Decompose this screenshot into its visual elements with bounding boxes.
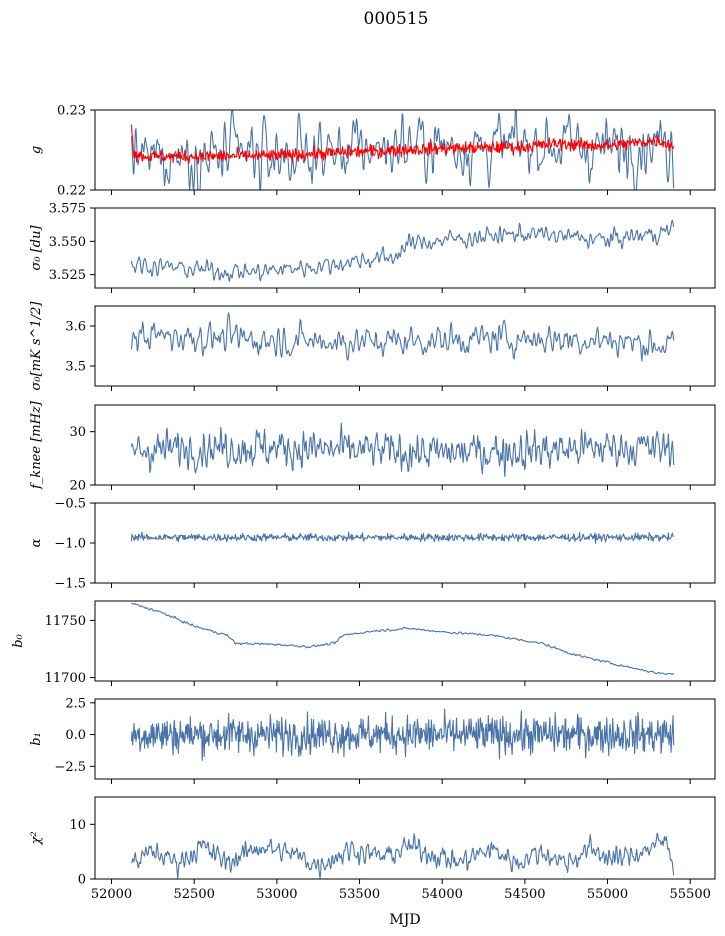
subplot-stack: 0.22 0.23 g 3.525 3.550 3.575 σ₀ [du] 3.5 3.6 σ₀[… xyxy=(11,104,716,902)
x-tick-label: 55500 xyxy=(670,887,711,902)
axes-frame-sigma0_mk xyxy=(94,305,716,387)
y-tick-label: 11700 xyxy=(45,671,86,686)
figure-title: 000515 xyxy=(364,9,429,29)
y-tick-label: 30 xyxy=(69,425,86,440)
y-tick-label: 0 xyxy=(78,873,86,888)
y-tick-label: 3.550 xyxy=(49,235,86,250)
panel-sigma0_du: 3.525 3.550 3.575 σ₀ [du] xyxy=(29,202,716,293)
x-axis-label: MJD xyxy=(389,912,420,928)
series-line-alpha-1 xyxy=(130,531,674,544)
panel-b1: −2.5 0.0 2.5 b₁ xyxy=(29,696,716,784)
y-tick-label: 3.6 xyxy=(65,320,86,335)
y-tick-label: 20 xyxy=(69,479,86,494)
y-tick-label: −2.5 xyxy=(54,760,86,775)
axes-frame-sigma0_du xyxy=(94,207,716,289)
x-tick-label: 53500 xyxy=(339,887,380,902)
x-tick-label: 54000 xyxy=(422,887,463,902)
panel-b0: 11700 11750 b₀ xyxy=(11,600,716,686)
x-tick-label: 53000 xyxy=(256,887,297,902)
axes-frame-g xyxy=(94,109,716,191)
y-tick-label: 0.0 xyxy=(65,728,86,743)
y-tick-label: −1.0 xyxy=(54,537,86,552)
x-tick-label: 54500 xyxy=(504,887,545,902)
series-line-sigma0_mk-1 xyxy=(130,312,675,362)
series-line-fknee-1 xyxy=(130,422,675,478)
x-tick-label: 55000 xyxy=(587,887,628,902)
y-axis-label-g: g xyxy=(29,146,44,154)
series-line-b0-1 xyxy=(131,603,675,675)
y-axis-label-b0: b₀ xyxy=(11,633,26,647)
y-tick-label: 3.575 xyxy=(49,202,86,217)
series-line-g-2 xyxy=(130,124,675,165)
y-tick-label: −1.5 xyxy=(54,577,86,592)
axes-frame-b1 xyxy=(94,698,716,780)
y-tick-label: −0.5 xyxy=(54,497,86,512)
y-tick-label: 3.5 xyxy=(65,360,86,375)
y-tick-label: 0.23 xyxy=(57,104,86,119)
y-tick-label: 2.5 xyxy=(65,696,86,711)
axes-frame-chi2 xyxy=(94,796,716,880)
series-line-chi2-1 xyxy=(131,832,675,879)
y-axis-label-chi2: χ² xyxy=(29,831,44,845)
axes-frame-b0 xyxy=(94,600,716,682)
series-line-sigma0_du-1 xyxy=(130,219,675,282)
series-line-b1-1 xyxy=(130,708,675,761)
x-tick-label: 52500 xyxy=(174,887,215,902)
panel-sigma0_mk: 3.5 3.6 σ₀[mK s^1/2] xyxy=(29,301,716,391)
axes-frame-alpha xyxy=(94,502,716,584)
y-axis-label-alpha: α xyxy=(29,538,44,547)
y-tick-label: 11750 xyxy=(45,614,86,629)
panel-chi2: 0 10 52000 52500 53000 53500 54000 54500 55000 55… xyxy=(29,796,716,902)
y-axis-label-sigma0_du: σ₀ [du] xyxy=(29,225,44,271)
y-tick-label: 3.525 xyxy=(49,268,86,283)
panel-fknee: 20 30 f_knee [mHz] xyxy=(29,400,716,494)
x-tick-label: 52000 xyxy=(91,887,132,902)
axes-frame-fknee xyxy=(94,404,716,486)
y-tick-label: 10 xyxy=(69,818,86,833)
panel-alpha: −1.5 −1.0 −0.5 α xyxy=(29,497,716,592)
y-tick-label: 0.22 xyxy=(57,184,86,199)
panel-g: 0.22 0.23 g xyxy=(29,104,716,199)
y-axis-label-fknee: f_knee [mHz] xyxy=(29,400,44,490)
y-axis-label-sigma0_mk: σ₀[mK s^1/2] xyxy=(29,301,44,391)
y-axis-label-b1: b₁ xyxy=(29,732,44,746)
